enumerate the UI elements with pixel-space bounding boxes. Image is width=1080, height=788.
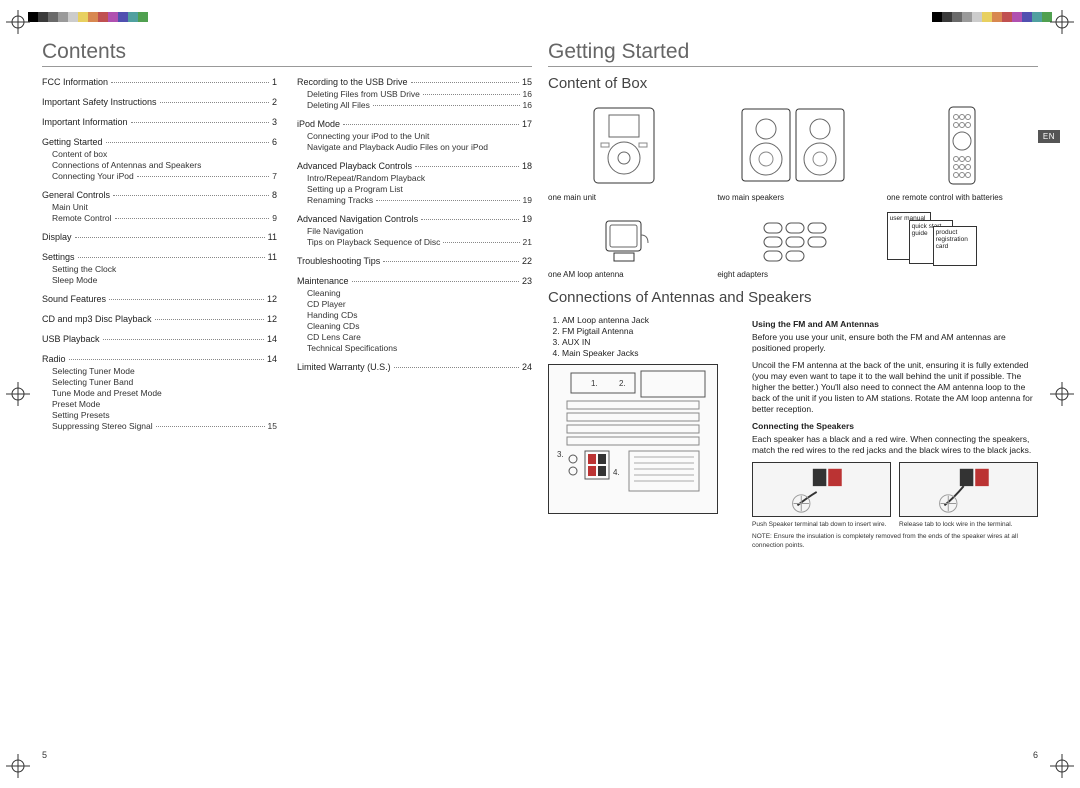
toc-subentry: Sleep Mode: [52, 275, 277, 285]
toc-subentry: Main Unit: [52, 202, 277, 212]
toc-subentry: Cleaning: [307, 288, 532, 298]
color-bar-top-right: [932, 12, 1052, 22]
toc-subentry: Deleting Files from USB Drive16: [307, 89, 532, 99]
toc-subentry: File Navigation: [307, 226, 532, 236]
toc-subentry: Cleaning CDs: [307, 321, 532, 331]
note-text: NOTE: Ensure the insulation is completel…: [752, 533, 1038, 550]
toc-subentry: Connecting your iPod to the Unit: [307, 131, 532, 141]
toc-subentry: Setting the Clock: [52, 264, 277, 274]
fm-am-heading: Using the FM and AM Antennas: [752, 319, 1038, 329]
jack-item: Main Speaker Jacks: [562, 348, 738, 358]
toc-subentry: Tips on Playback Sequence of Disc21: [307, 237, 532, 247]
toc-entry: Sound Features12: [42, 294, 277, 304]
toc-entry: CD and mp3 Disc Playback12: [42, 314, 277, 324]
toc-entry: FCC Information1: [42, 77, 277, 87]
page-5: Contents FCC Information1 Important Safet…: [42, 40, 532, 760]
toc-subentry: Selecting Tuner Band: [52, 377, 277, 387]
toc-entry: Advanced Navigation Controls19: [297, 214, 532, 224]
jack-item: FM Pigtail Antenna: [562, 326, 738, 336]
toc-entry: Troubleshooting Tips22: [297, 256, 532, 266]
toc-subentry: Tune Mode and Preset Mode: [52, 388, 277, 398]
caption: Release tab to lock wire in the terminal…: [899, 521, 1038, 529]
registration-mark: [1048, 8, 1076, 36]
adapters-illustration: [717, 212, 868, 267]
page-number: 5: [42, 750, 47, 760]
registration-mark: [1048, 380, 1076, 408]
toc-entry: General Controls8: [42, 190, 277, 200]
antenna-illustration: [548, 212, 699, 267]
caption: one AM loop antenna: [548, 270, 624, 279]
remote-illustration: [887, 100, 1038, 190]
caption: eight adapters: [717, 270, 768, 279]
toc-subentry: CD Player: [307, 299, 532, 309]
getting-started-title: Getting Started: [548, 40, 1038, 67]
speaker-terminal-illustrations: [752, 462, 1038, 517]
toc-subentry: Selecting Tuner Mode: [52, 366, 277, 376]
registration-mark: [4, 8, 32, 36]
toc-subentry: Technical Specifications: [307, 343, 532, 353]
toc-entry: Radio14: [42, 354, 277, 364]
main-unit-illustration: [548, 100, 699, 190]
toc-entry: Recording to the USB Drive15: [297, 77, 532, 87]
jack-item: AUX IN: [562, 337, 738, 347]
toc-entry: Important Information3: [42, 117, 277, 127]
toc-subentry: Content of box: [52, 149, 277, 159]
toc-subentry: Suppressing Stereo Signal15: [52, 421, 277, 431]
toc-subentry: Setting up a Program List: [307, 184, 532, 194]
toc-entry: Maintenance23: [297, 276, 532, 286]
toc-entry: USB Playback14: [42, 334, 277, 344]
toc-subentry: Intro/Repeat/Random Playback: [307, 173, 532, 183]
svg-text:3.: 3.: [557, 450, 564, 459]
toc-entry: Getting Started6: [42, 137, 277, 147]
caption: Push Speaker terminal tab down to insert…: [752, 521, 891, 529]
toc-subentry: Deleting All Files16: [307, 100, 532, 110]
page-number: 6: [1033, 750, 1038, 760]
body-text: Before you use your unit, ensure both th…: [752, 332, 1038, 354]
body-text: Uncoil the FM antenna at the back of the…: [752, 360, 1038, 415]
caption: one main unit: [548, 193, 596, 202]
toc-subentry: Setting Presets: [52, 410, 277, 420]
toc-subentry: Remote Control9: [52, 213, 277, 223]
caption: two main speakers: [717, 193, 784, 202]
toc-subentry: Renaming Tracks19: [307, 195, 532, 205]
toc-subentry: Navigate and Playback Audio Files on you…: [307, 142, 532, 152]
toc-subentry: Handing CDs: [307, 310, 532, 320]
toc-entry: Advanced Playback Controls18: [297, 161, 532, 171]
registration-mark: [1048, 752, 1076, 780]
svg-text:2.: 2.: [619, 379, 626, 388]
box-contents-row-2: one AM loop antenna eight adapters user …: [548, 212, 1038, 279]
svg-text:1.: 1.: [591, 379, 598, 388]
toc-entry: Settings11: [42, 252, 277, 262]
jack-item: AM Loop antenna Jack: [562, 315, 738, 325]
contents-title: Contents: [42, 40, 532, 67]
toc-entry: Important Safety Instructions2: [42, 97, 277, 107]
toc-subentry: Preset Mode: [52, 399, 277, 409]
registration-mark: [4, 752, 32, 780]
connections-title: Connections of Antennas and Speakers: [548, 289, 1038, 306]
toc-entry: Display11: [42, 232, 277, 242]
toc-entry: Limited Warranty (U.S.)24: [297, 362, 532, 372]
content-of-box-title: Content of Box: [548, 75, 1038, 92]
svg-text:4.: 4.: [613, 468, 620, 477]
toc-subentry: CD Lens Care: [307, 332, 532, 342]
language-tab: EN: [1038, 130, 1060, 143]
table-of-contents: FCC Information1 Important Safety Instruc…: [42, 75, 532, 438]
back-panel-illustration: 1. 2. 3. 4.: [548, 364, 718, 514]
body-text: Each speaker has a black and a red wire.…: [752, 434, 1038, 456]
documents-illustration: user manual quick start guide product re…: [887, 212, 1038, 267]
toc-entry: iPod Mode17: [297, 119, 532, 129]
color-bar-top-left: [28, 12, 148, 22]
speakers-illustration: [717, 100, 868, 190]
toc-subentry: Connections of Antennas and Speakers: [52, 160, 277, 170]
toc-subentry: Connecting Your iPod7: [52, 171, 277, 181]
speakers-heading: Connecting the Speakers: [752, 421, 1038, 431]
box-contents-row-1: one main unit two main speakers one remo…: [548, 100, 1038, 202]
page-6: EN Getting Started Content of Box one ma…: [548, 40, 1038, 760]
caption: one remote control with batteries: [887, 193, 1003, 202]
registration-mark: [4, 380, 32, 408]
jack-list: AM Loop antenna JackFM Pigtail AntennaAU…: [548, 315, 738, 358]
